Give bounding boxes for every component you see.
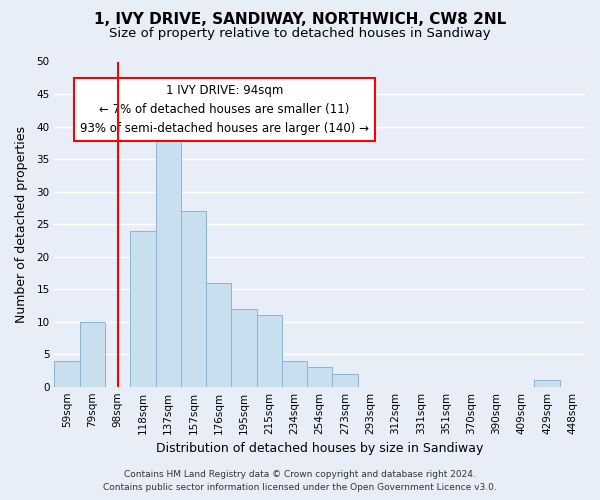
Bar bbox=[282, 360, 307, 386]
Bar bbox=[206, 282, 231, 387]
Text: 1, IVY DRIVE, SANDIWAY, NORTHWICH, CW8 2NL: 1, IVY DRIVE, SANDIWAY, NORTHWICH, CW8 2… bbox=[94, 12, 506, 28]
Bar bbox=[181, 211, 206, 386]
Bar bbox=[332, 374, 358, 386]
Bar bbox=[307, 367, 332, 386]
Bar bbox=[130, 230, 155, 386]
Bar bbox=[535, 380, 560, 386]
Text: Contains HM Land Registry data © Crown copyright and database right 2024.
Contai: Contains HM Land Registry data © Crown c… bbox=[103, 470, 497, 492]
Bar bbox=[80, 322, 105, 386]
Text: Size of property relative to detached houses in Sandiway: Size of property relative to detached ho… bbox=[109, 28, 491, 40]
Bar bbox=[231, 308, 257, 386]
Bar bbox=[257, 315, 282, 386]
Bar bbox=[55, 360, 80, 386]
Bar bbox=[155, 140, 181, 386]
Text: 1 IVY DRIVE: 94sqm
← 7% of detached houses are smaller (11)
93% of semi-detached: 1 IVY DRIVE: 94sqm ← 7% of detached hous… bbox=[80, 84, 369, 136]
Y-axis label: Number of detached properties: Number of detached properties bbox=[15, 126, 28, 322]
X-axis label: Distribution of detached houses by size in Sandiway: Distribution of detached houses by size … bbox=[156, 442, 484, 455]
